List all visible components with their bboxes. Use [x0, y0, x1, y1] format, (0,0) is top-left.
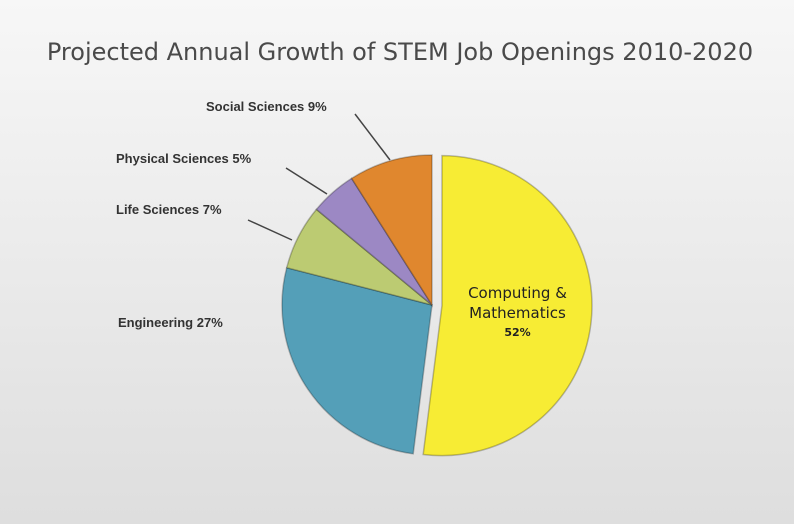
pie-slice	[285, 208, 433, 306]
category-label: Physical Sciences	[116, 151, 229, 166]
pie-slice	[281, 266, 433, 455]
pie-slice	[350, 154, 433, 308]
pie-slice	[422, 154, 593, 457]
pie-slice	[315, 177, 433, 306]
leader-line	[354, 113, 391, 161]
inner-label: Computing & Mathematics 52%	[455, 283, 580, 343]
leader-line	[247, 219, 293, 241]
pie	[281, 154, 593, 457]
slice-label: Social Sciences 9%	[206, 99, 327, 114]
slice-label: Physical Sciences 5%	[116, 151, 252, 166]
value-label: 52%	[504, 326, 531, 339]
category-label: Social Sciences	[206, 99, 304, 114]
category-label: Engineering	[118, 315, 193, 330]
value-label: 5%	[232, 151, 251, 166]
slice-label: Engineering 27%	[118, 315, 223, 330]
inner-label-box: Computing & Mathematics 52%	[455, 283, 580, 343]
value-label: 7%	[203, 202, 222, 217]
category-label: Computing & Mathematics	[468, 284, 567, 322]
category-label: Life Sciences	[116, 202, 199, 217]
chart-title: Projected Annual Growth of STEM Job Open…	[47, 38, 753, 66]
value-label: 9%	[308, 99, 327, 114]
slice-label: Life Sciences 7%	[116, 202, 222, 217]
leader-line	[285, 167, 328, 195]
value-label: 27%	[197, 315, 223, 330]
